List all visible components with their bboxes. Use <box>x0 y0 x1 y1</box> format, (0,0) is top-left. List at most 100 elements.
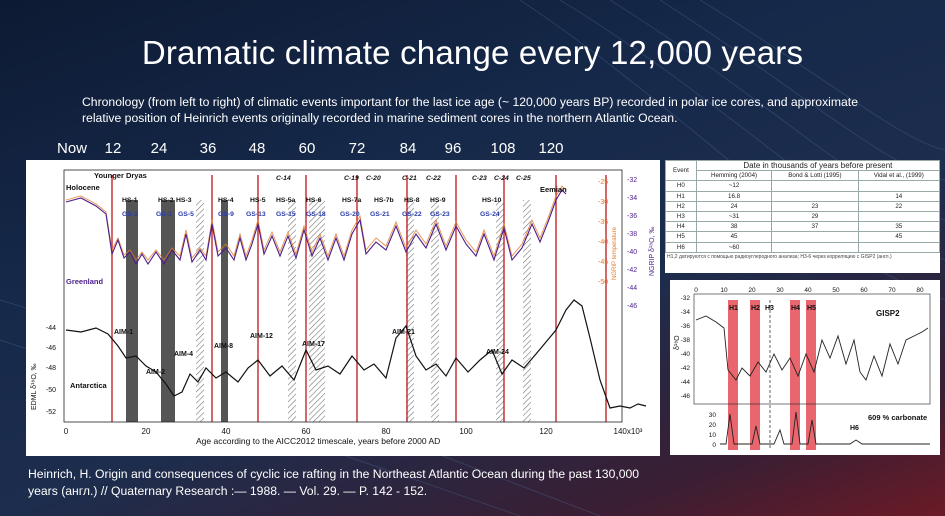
hatched-band <box>309 200 325 422</box>
gisp-top-tick: 80 <box>916 287 924 294</box>
aim-label: AIM-24 <box>486 349 509 356</box>
table-header: Hemming (2004) <box>695 170 773 182</box>
left-tick: -48 <box>46 365 56 372</box>
label-antarctica: Antarctica <box>70 381 108 390</box>
table-cell: ~31 <box>695 210 773 223</box>
h-label: H5 <box>807 305 816 312</box>
table-cell <box>771 231 859 243</box>
c-label: C-21 <box>402 175 417 182</box>
mid-tick: -45 <box>598 259 608 266</box>
greenland-curve <box>65 185 567 261</box>
aim-label: AIM-1 <box>114 329 133 336</box>
gisp-y-tick: -36 <box>681 323 691 330</box>
table-header-event: Event <box>665 159 697 182</box>
plot-frame <box>63 169 623 423</box>
table-cell: 29 <box>771 210 859 223</box>
lower-tick: 10 <box>709 432 717 439</box>
table-cell: H2 <box>665 200 697 212</box>
hatched-band <box>496 200 504 422</box>
table-cell: 16.8 <box>695 190 773 202</box>
table-cell: 24 <box>695 200 773 212</box>
age-tick: 108 <box>490 140 516 157</box>
gs-label: GS-9 <box>218 211 234 218</box>
hatched-band <box>523 200 531 422</box>
table-cell: 37 <box>771 221 859 233</box>
table-cell: 45 <box>695 231 773 243</box>
aim-label: AIM-17 <box>302 341 325 348</box>
hs-label: HS-2 <box>158 197 174 204</box>
hatched-band <box>431 200 439 422</box>
gisp-y-tick: -32 <box>681 295 691 302</box>
table-cell: H5 <box>665 231 697 243</box>
gisp-y-label: δ¹⁸O <box>674 335 681 350</box>
mid-tick: -35 <box>598 219 608 226</box>
carbonate-label: 609 % carbonate <box>868 413 927 422</box>
age-tick: 60 <box>298 140 316 157</box>
gisp-top-tick: 30 <box>776 287 784 294</box>
mid-tick: -40 <box>598 239 608 246</box>
aim-label: AIM-2 <box>146 369 165 376</box>
right-tick: -32 <box>627 177 637 184</box>
lower-tick: 0 <box>712 442 716 449</box>
gisp-top-tick: 50 <box>832 287 840 294</box>
gisp2-chart-svg: 0 10 20 30 40 50 60 70 80 -32 -34 -36 -3… <box>674 287 931 450</box>
hs-label: HS-6 <box>306 197 322 204</box>
table-header: Vidal et al., (1999) <box>857 170 941 182</box>
heinrich-band <box>126 200 138 422</box>
gs-label: GS-21 <box>370 211 390 218</box>
right-tick: -40 <box>627 249 637 256</box>
label-younger-dryas: Younger Dryas <box>94 171 147 180</box>
gisp-y-tick: -38 <box>681 337 691 344</box>
aim-label: AIM-4 <box>174 351 193 358</box>
age-tick: 48 <box>248 140 266 157</box>
heinrich-dates-table-panel: Event Date in thousands of years before … <box>665 159 941 273</box>
aim-label: AIM-21 <box>392 329 415 336</box>
hs-label: HS-5a <box>276 197 295 204</box>
age-tick-row: Now 12 24 36 48 60 72 84 96 108 120 <box>0 140 600 160</box>
right-tick: -34 <box>627 195 637 202</box>
gs-label: GS-5 <box>178 211 194 218</box>
table-header: Bond & Lotti (1995) <box>771 170 859 182</box>
hs-label: HS-8 <box>404 197 420 204</box>
table-cell: 22 <box>857 200 941 212</box>
age-tick: Now <box>56 140 88 157</box>
table-cell <box>857 241 941 253</box>
mid-tick: -25 <box>598 179 608 186</box>
h-label: H3 <box>765 305 774 312</box>
h-band <box>790 300 800 450</box>
c-label: C-24 <box>494 175 509 182</box>
h-band <box>728 300 738 450</box>
c-label: C-14 <box>276 175 291 182</box>
table-cell: 38 <box>695 221 773 233</box>
age-tick: 84 <box>399 140 417 157</box>
age-tick: 24 <box>150 140 168 157</box>
table-row: H2 24 23 22 <box>665 200 941 212</box>
left-tick: -52 <box>46 409 56 416</box>
hs-label: HS-10 <box>482 197 501 204</box>
carbonate-curve <box>720 411 930 445</box>
aim-label: AIM-8 <box>214 343 233 350</box>
table-cell: 23 <box>771 200 859 212</box>
table-cell <box>771 190 859 202</box>
gisp-frame <box>693 293 931 405</box>
x-tick: 100 <box>459 427 473 436</box>
table-cell: H0 <box>665 180 697 192</box>
gisp-top-tick: 20 <box>748 287 756 294</box>
hs-label: HS-4 <box>218 197 234 204</box>
x-axis-label: Age according to the AICC2012 timescale,… <box>196 436 440 446</box>
c-label: C-20 <box>366 175 381 182</box>
mid-tick: -30 <box>598 199 608 206</box>
gisp-y-tick: -44 <box>681 379 691 386</box>
left-axis-label: EDML δ¹⁸O, ‰ <box>31 363 38 410</box>
left-tick: -50 <box>46 387 56 394</box>
hs-label: HS-5 <box>250 197 266 204</box>
age-tick: 72 <box>348 140 366 157</box>
right-tick: -42 <box>627 267 637 274</box>
c-label: C-22 <box>426 175 441 182</box>
age-tick: 120 <box>538 140 564 157</box>
gisp-y-tick: -40 <box>681 351 691 358</box>
x-tick: 60 <box>302 427 311 436</box>
reference-citation: Heinrich, H. Origin and consequences of … <box>28 466 718 500</box>
table-cell: H3 <box>665 210 697 223</box>
ice-core-chart: Younger Dryas Holocene Eemian Greenland … <box>26 160 660 456</box>
